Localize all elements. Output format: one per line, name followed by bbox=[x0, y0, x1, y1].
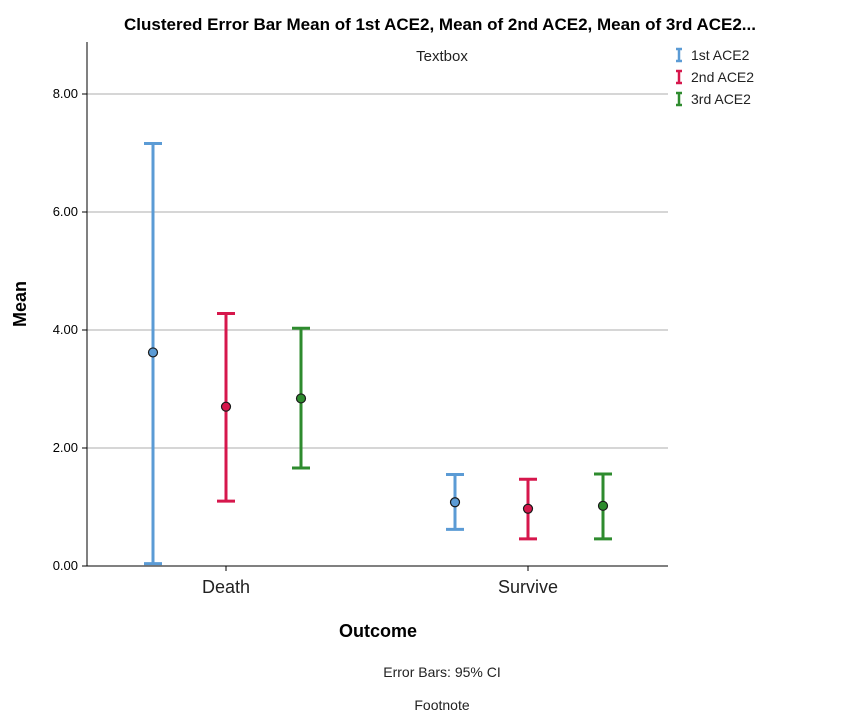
mean-point bbox=[295, 393, 307, 404]
mean-point bbox=[449, 497, 461, 508]
y-axis-ticks: 0.00 2.00 4.00 6.00 8.00 bbox=[53, 86, 87, 573]
mean-point bbox=[522, 503, 534, 514]
mean-point bbox=[220, 401, 232, 412]
legend-label: 1st ACE2 bbox=[691, 47, 750, 63]
y-tick-label: 4.00 bbox=[53, 322, 78, 337]
x-tick-label: Survive bbox=[498, 577, 558, 597]
x-axis-title: Outcome bbox=[339, 621, 417, 641]
y-tick-label: 8.00 bbox=[53, 86, 78, 101]
series-group bbox=[144, 142, 612, 566]
mean-point bbox=[597, 500, 609, 511]
y-tick-label: 6.00 bbox=[53, 204, 78, 219]
legend-item: 2nd ACE2 bbox=[676, 69, 754, 85]
legend-item: 3rd ACE2 bbox=[676, 91, 751, 107]
y-axis-title: Mean bbox=[10, 281, 30, 327]
error-bar-note: Error Bars: 95% CI bbox=[383, 664, 500, 680]
legend-label: 3rd ACE2 bbox=[691, 91, 751, 107]
gridlines bbox=[87, 93, 668, 449]
mean-point bbox=[147, 347, 159, 358]
footnote: Footnote bbox=[414, 697, 469, 713]
x-axis-ticks: Death Survive bbox=[202, 566, 558, 597]
series-3 bbox=[292, 326, 612, 541]
legend-item: 1st ACE2 bbox=[676, 47, 750, 63]
chart-title: Clustered Error Bar Mean of 1st ACE2, Me… bbox=[124, 15, 756, 34]
y-tick-label: 0.00 bbox=[53, 558, 78, 573]
legend: 1st ACE2 2nd ACE2 3rd ACE2 bbox=[676, 47, 754, 107]
series-2 bbox=[217, 311, 537, 541]
series-1 bbox=[144, 142, 464, 566]
legend-label: 2nd ACE2 bbox=[691, 69, 754, 85]
x-tick-label: Death bbox=[202, 577, 250, 597]
y-tick-label: 2.00 bbox=[53, 440, 78, 455]
textbox-label: Textbox bbox=[416, 48, 468, 65]
